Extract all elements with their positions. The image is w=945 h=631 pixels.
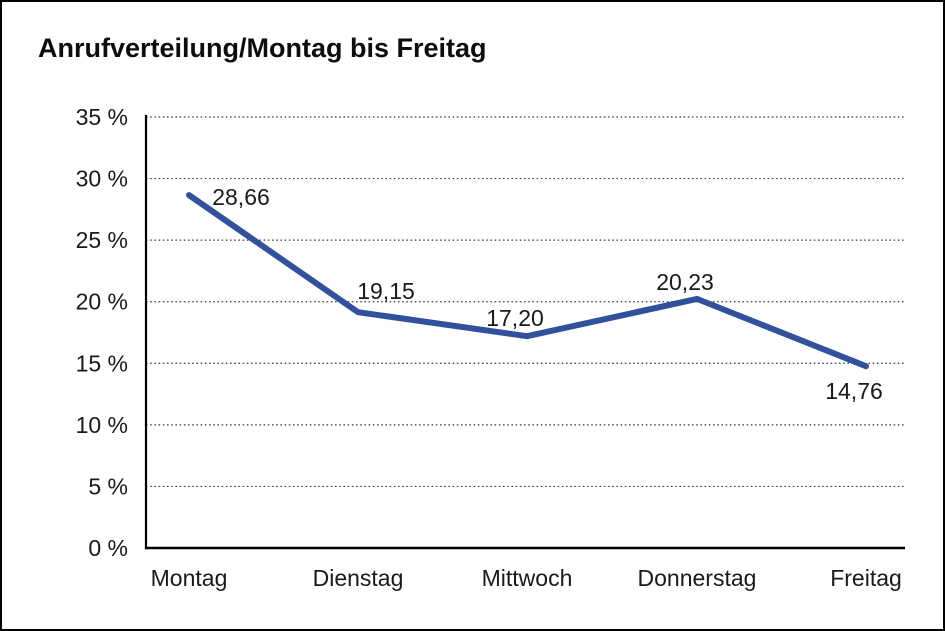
y-tick-label: 35 %	[76, 104, 128, 130]
y-tick-label: 5 %	[88, 473, 128, 499]
y-axis-tick-labels: 0 % 5 % 10 % 15 % 20 % 25 % 30 % 35 %	[76, 104, 128, 561]
x-category-label: Freitag	[830, 565, 902, 591]
x-category-label: Dienstag	[313, 565, 404, 591]
data-point-value-label: 17,20	[486, 305, 544, 331]
data-point-value-label: 28,66	[212, 184, 270, 210]
y-tick-label: 20 %	[76, 289, 128, 315]
x-category-label: Montag	[151, 565, 228, 591]
y-tick-label: 30 %	[76, 166, 128, 192]
data-point-value-label: 20,23	[656, 269, 714, 295]
data-point-value-label: 19,15	[357, 278, 415, 304]
y-tick-label: 25 %	[76, 227, 128, 253]
data-point-value-labels: 28,66 19,15 17,20 20,23 14,76	[212, 184, 883, 404]
y-tick-label: 10 %	[76, 412, 128, 438]
data-point-value-label: 14,76	[825, 378, 883, 404]
x-category-label: Donnerstag	[638, 565, 757, 591]
x-axis-category-labels: Montag Dienstag Mittwoch Donnerstag Freitag	[151, 565, 902, 591]
y-tick-label: 15 %	[76, 350, 128, 376]
y-tick-label: 0 %	[88, 535, 128, 561]
gridlines	[146, 116, 905, 488]
chart-title: Anrufverteilung/Montag bis Freitag	[38, 33, 487, 63]
x-category-label: Mittwoch	[482, 565, 573, 591]
data-series-line	[186, 192, 869, 370]
